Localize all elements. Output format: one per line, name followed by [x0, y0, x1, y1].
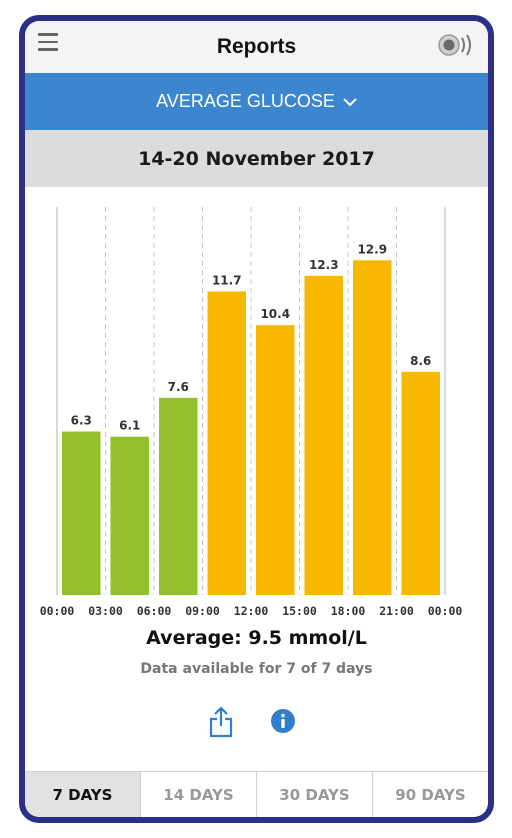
info-icon[interactable]: [270, 708, 296, 734]
bar: [62, 431, 101, 595]
sensor-icon[interactable]: [438, 32, 474, 58]
device-frame: Reports AVERAGE GLUCOSE 14-20 November 2…: [19, 15, 494, 823]
average-glucose-chart: 6.3 6.1 7.6 11.7 10.4 12.3 12.9 8.6 00:00 03:00 06…: [40, 207, 463, 618]
bar-value-label: 7.6: [168, 380, 189, 394]
tab-7-days[interactable]: 7 DAYS: [25, 772, 141, 817]
tab-90-days[interactable]: 90 DAYS: [395, 785, 466, 804]
tab-30-days[interactable]: 30 DAYS: [257, 772, 373, 817]
bar: [353, 260, 392, 595]
x-tick-label: 15:00: [282, 604, 317, 618]
x-tick-label: 21:00: [379, 604, 414, 618]
bar: [110, 436, 149, 595]
data-availability: Data available for 7 of 7 days: [140, 661, 373, 677]
bar-value-label: 11.7: [212, 273, 242, 287]
range-tabs: 7 DAYS 14 DAYS 30 DAYS 90 DAYS: [25, 771, 488, 817]
bar: [256, 325, 295, 595]
x-tick-label: 09:00: [185, 604, 220, 618]
x-tick-label: 06:00: [137, 604, 172, 618]
bar-value-label: 12.3: [309, 258, 339, 272]
average-value: Average: 9.5 mmol/L: [146, 627, 367, 649]
x-tick-label: 00:00: [40, 604, 75, 618]
bar-value-label: 10.4: [260, 307, 290, 321]
share-icon[interactable]: [209, 706, 233, 738]
page-title: Reports: [216, 35, 297, 58]
bar-value-label: 6.3: [71, 414, 92, 428]
app-screen: Reports AVERAGE GLUCOSE 14-20 November 2…: [25, 21, 488, 817]
bar: [401, 371, 440, 595]
tab-14-days[interactable]: 14 DAYS: [141, 772, 257, 817]
x-tick-label: 03:00: [88, 604, 123, 618]
x-tick-label: 12:00: [234, 604, 269, 618]
bar: [159, 397, 198, 595]
action-row: [25, 706, 488, 742]
bar-value-label: 6.1: [119, 419, 140, 433]
bar: [304, 275, 343, 595]
x-tick-label: 00:00: [428, 604, 463, 618]
report-type-label: AVERAGE GLUCOSE: [156, 91, 335, 111]
chevron-down-icon: [343, 97, 357, 106]
bar-value-label: 8.6: [410, 354, 431, 368]
bar-value-label: 12.9: [357, 242, 387, 256]
menu-icon[interactable]: [38, 33, 58, 51]
date-range: 14-20 November 2017: [25, 130, 488, 187]
bar: [207, 291, 246, 595]
top-bar: Reports: [25, 21, 488, 73]
x-tick-label: 18:00: [331, 604, 366, 618]
report-type-dropdown[interactable]: AVERAGE GLUCOSE: [25, 73, 488, 130]
